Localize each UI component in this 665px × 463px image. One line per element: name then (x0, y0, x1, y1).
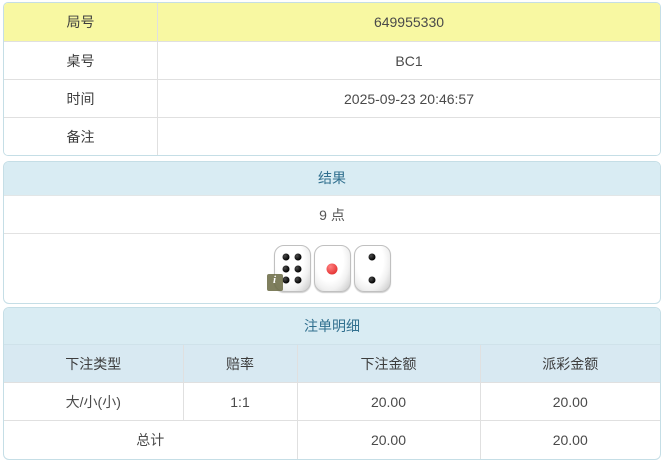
bet-type-cell: 大/小(小) (4, 382, 183, 421)
bets-header-row: 下注类型 赔率 下注金额 派彩金额 (4, 344, 660, 383)
result-points: 9 点 (4, 195, 660, 233)
result-panel: 结果 9 点 i (3, 161, 661, 304)
info-badge-icon[interactable]: i (266, 274, 283, 291)
bet-amount-cell: 20.00 (296, 382, 480, 421)
total-bet-amount: 20.00 (296, 420, 480, 459)
die-3 (353, 245, 391, 292)
col-header-bet-type: 下注类型 (4, 344, 183, 383)
bet-row: 大/小(小) 1:1 20.00 20.00 (4, 382, 660, 421)
info-row-remark: 备注 (4, 117, 660, 155)
dice-image: i (266, 245, 391, 292)
odds-cell: 1:1 (182, 382, 297, 421)
time-value: 2025-09-23 20:46:57 (158, 79, 660, 117)
dice-row: i (4, 233, 660, 303)
total-row: 总计 20.00 20.00 (4, 420, 660, 459)
remark-value (158, 117, 660, 155)
bets-panel-title: 注单明细 (4, 308, 660, 344)
info-row-time: 时间 2025-09-23 20:46:57 (4, 79, 660, 117)
die-2 (313, 245, 351, 292)
info-row-round: 局号 649955330 (4, 3, 660, 41)
col-header-bet-amount: 下注金额 (296, 344, 480, 383)
total-payout-amount: 20.00 (479, 420, 660, 459)
time-label: 时间 (4, 79, 158, 117)
bets-panel: 注单明细 下注类型 赔率 下注金额 派彩金额 大/小(小) 1:1 20.00 … (3, 307, 661, 460)
total-label: 总计 (4, 420, 297, 459)
result-panel-title: 结果 (4, 162, 660, 195)
bets-table: 下注类型 赔率 下注金额 派彩金额 大/小(小) 1:1 20.00 20.00… (4, 344, 660, 459)
game-info-table: 局号 649955330 桌号 BC1 时间 2025-09-23 20:46:… (3, 2, 661, 156)
info-row-table: 桌号 BC1 (4, 41, 660, 79)
payout-amount-cell: 20.00 (479, 382, 660, 421)
col-header-odds: 赔率 (182, 344, 297, 383)
col-header-payout-amount: 派彩金额 (479, 344, 660, 383)
remark-label: 备注 (4, 117, 158, 155)
round-number-value: 649955330 (158, 3, 660, 41)
table-number-label: 桌号 (4, 41, 158, 79)
round-number-label: 局号 (4, 3, 158, 41)
table-number-value: BC1 (158, 41, 660, 79)
